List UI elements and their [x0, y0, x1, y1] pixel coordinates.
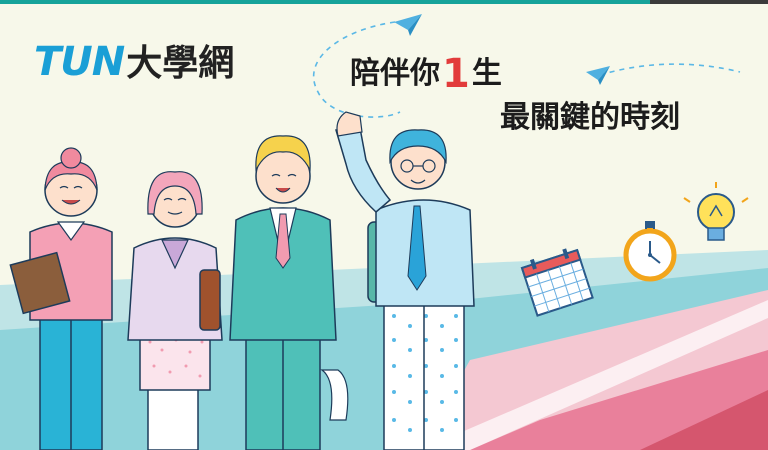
tagline-before: 陪伴你 — [350, 56, 440, 91]
bg-band-white — [420, 300, 768, 450]
paper-plane-icon — [586, 66, 610, 85]
dashed-path-2 — [599, 63, 741, 76]
tagline-after: 生 — [471, 56, 502, 91]
paper-plane-icon — [394, 14, 422, 36]
dashed-path — [312, 21, 401, 118]
person-woman-bag — [127, 171, 223, 450]
stopwatch-icon — [623, 221, 677, 282]
person-woman-notebook — [9, 147, 113, 450]
lightbulb-icon — [683, 182, 749, 241]
tagline: 陪伴你 1 生 最關鍵的時刻 — [350, 52, 680, 140]
bg-band-red — [640, 390, 768, 450]
site-logo[interactable]: TUN 大學網 — [34, 34, 234, 86]
top-dark-bar — [650, 0, 768, 4]
person-man-waving — [335, 111, 475, 450]
tagline-number: 1 — [442, 51, 470, 97]
person-man-suit — [229, 135, 349, 450]
logo-text-en: TUN — [34, 39, 125, 85]
top-accent-bar — [0, 0, 768, 4]
calendar-icon — [520, 248, 594, 317]
logo-text-zh: 大學網 — [126, 43, 235, 84]
tagline-line-2: 最關鍵的時刻 — [500, 100, 680, 135]
tagline-line-1: 陪伴你 1 生 — [350, 52, 680, 96]
